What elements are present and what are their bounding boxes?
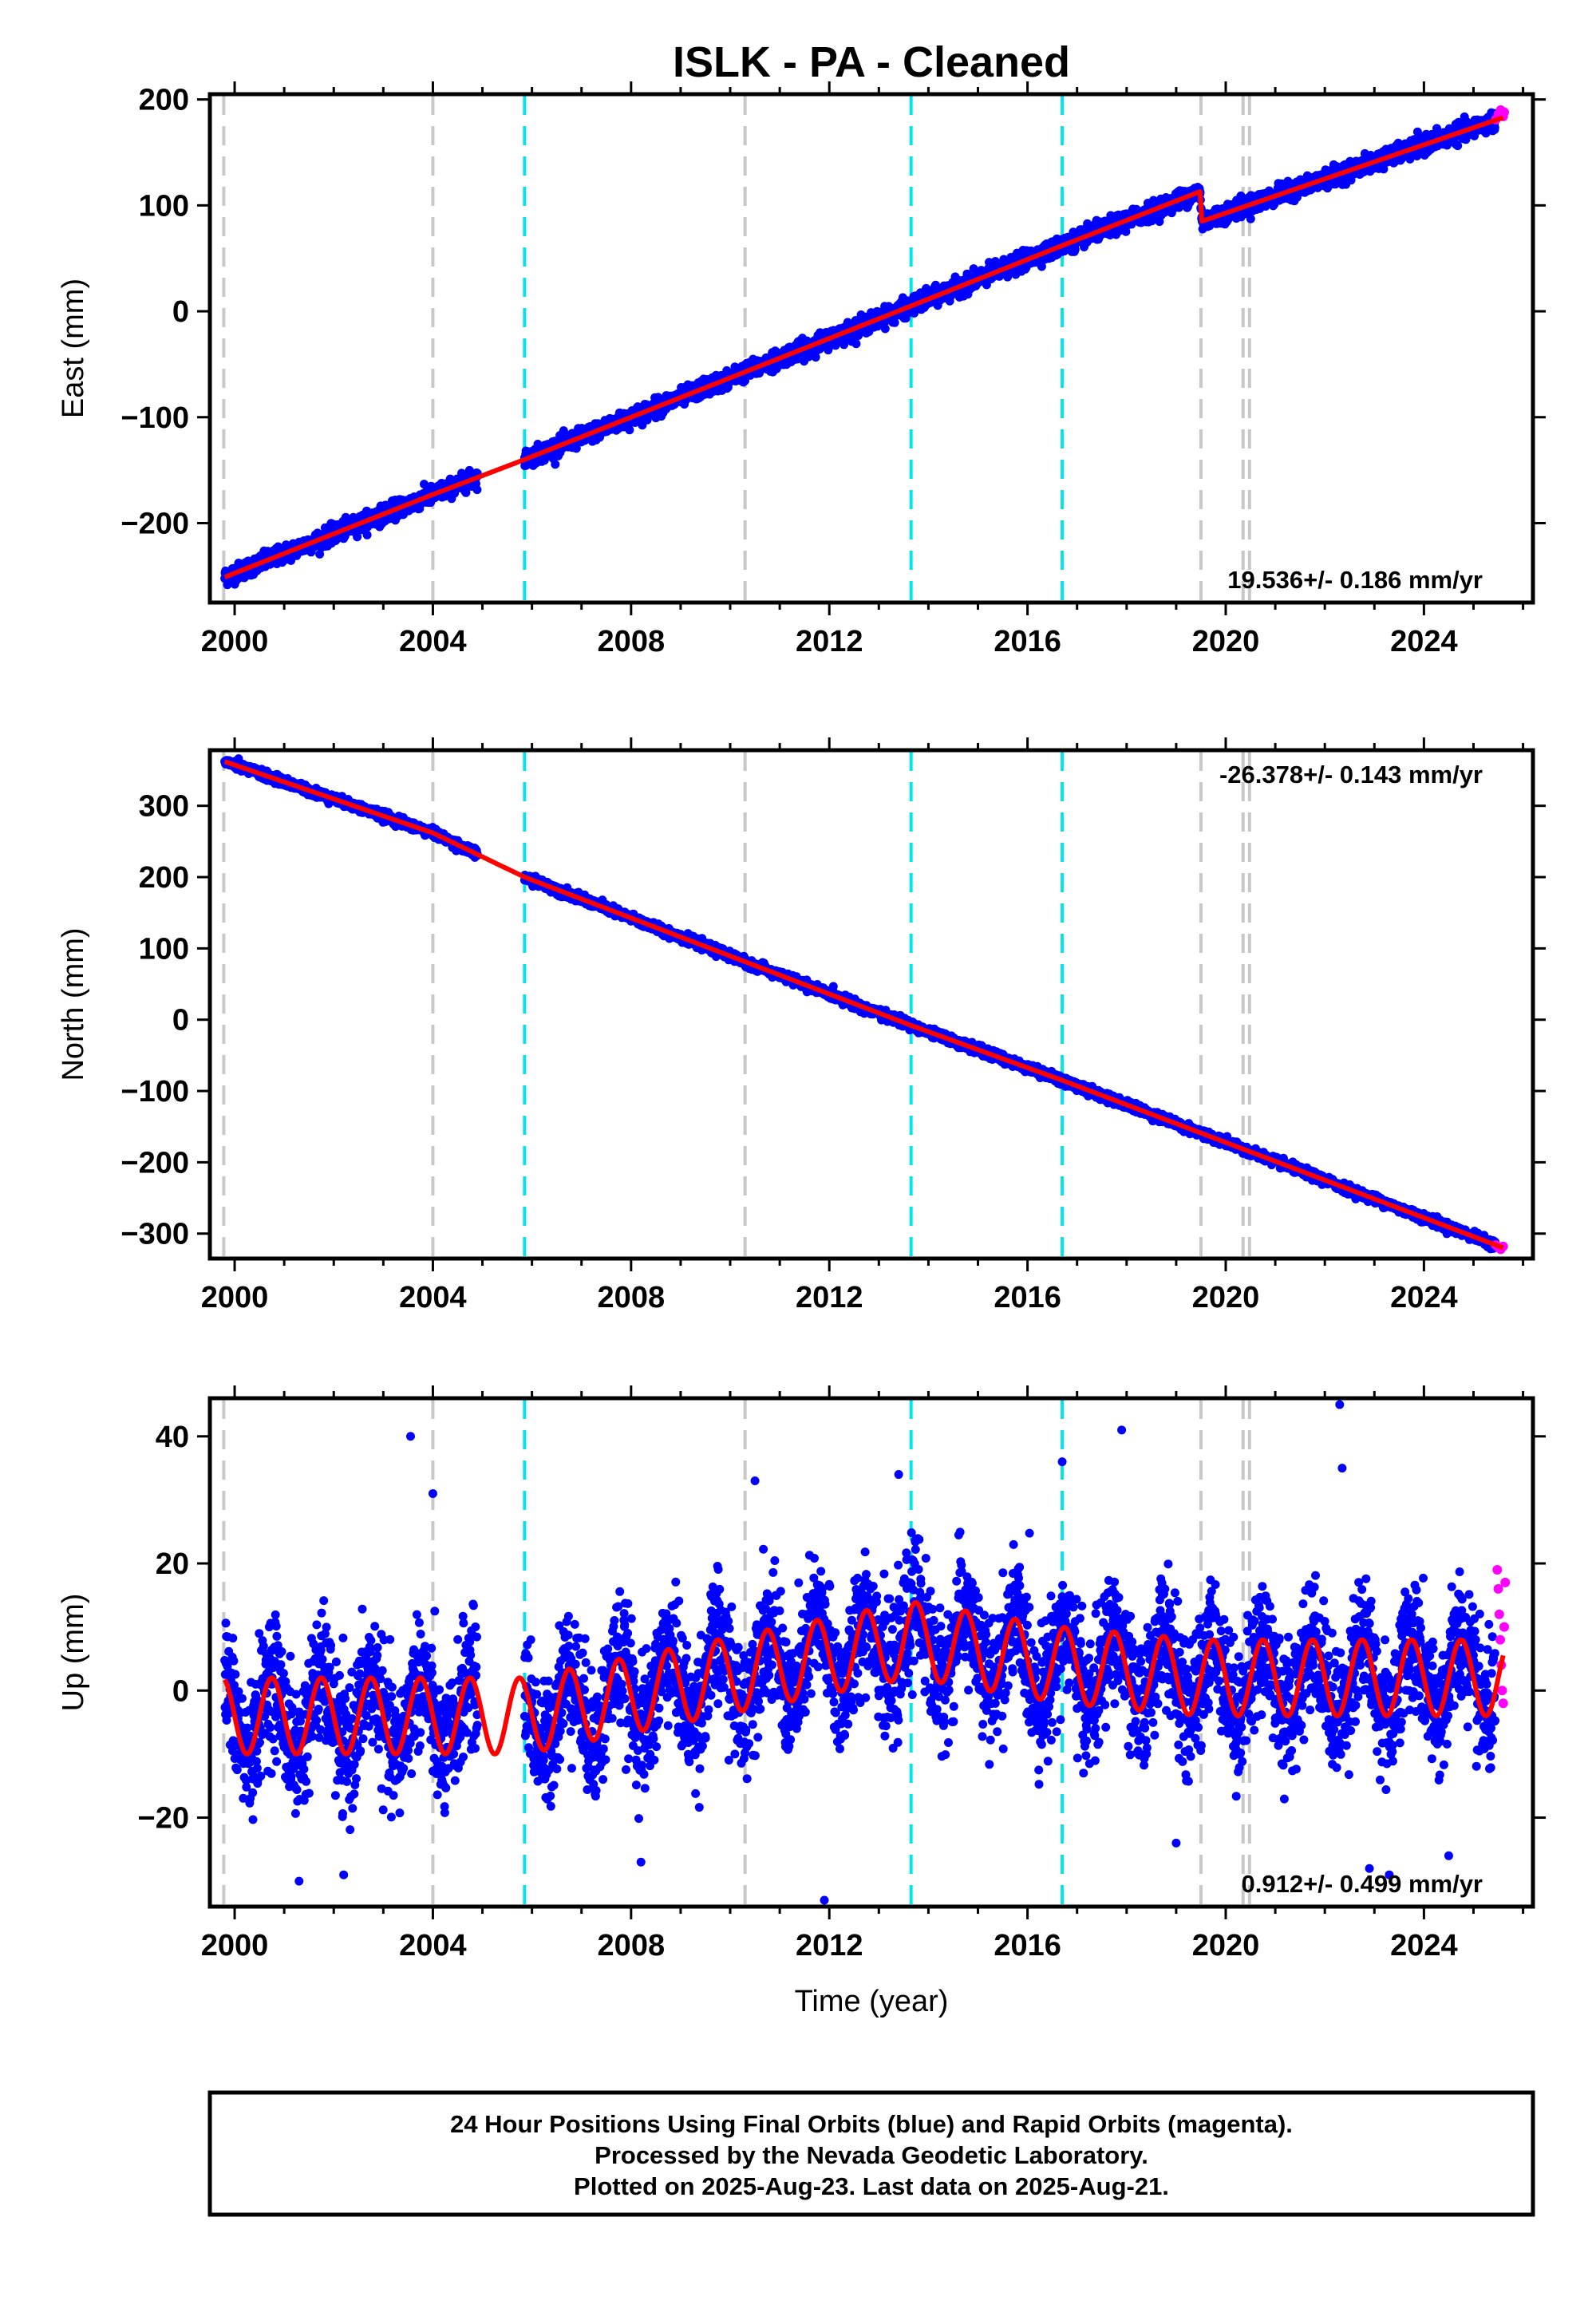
y-tick-label: 200 xyxy=(139,84,189,117)
data-point xyxy=(420,480,429,489)
y-tick-label: 100 xyxy=(139,189,189,223)
x-tick-label: 2000 xyxy=(201,625,269,658)
chart-title: ISLK - PA - Cleaned xyxy=(673,38,1070,86)
data-point xyxy=(1490,123,1499,132)
data-point xyxy=(851,339,861,349)
x-tick-label: 2024 xyxy=(1390,625,1458,658)
x-tick-label: 2012 xyxy=(796,625,863,658)
data-point xyxy=(472,485,482,495)
y-tick-label: −200 xyxy=(120,507,189,540)
y-axis-label: East (mm) xyxy=(57,279,90,418)
data-point xyxy=(551,460,560,469)
data-point xyxy=(461,488,471,497)
data-point xyxy=(880,324,890,334)
north-panel: 2000 2004 2008 2012 2016 2020 2024−300−200−100… xyxy=(57,737,1546,1314)
data-point xyxy=(571,444,581,453)
velocity-label: 19.536+/- 0.186 mm/yr xyxy=(1227,566,1483,594)
data-point xyxy=(1246,214,1255,223)
x-tick-label: 2020 xyxy=(1192,625,1260,658)
y-tick-label: 0 xyxy=(172,295,189,329)
data-point xyxy=(362,530,372,539)
east-panel: 2000 2004 2008 2012 2016 2020 2024 −200 −100 0 100… xyxy=(57,81,1546,658)
rapid-orbit-point xyxy=(1499,107,1509,117)
x-tick-label: 2008 xyxy=(598,625,666,658)
y-tick-label: −100 xyxy=(120,401,189,435)
x-tick-label: 2004 xyxy=(399,625,467,658)
data-point xyxy=(890,318,899,327)
data-point xyxy=(1453,141,1463,151)
x-tick-label: 2016 xyxy=(994,625,1061,658)
data-point xyxy=(353,532,362,542)
